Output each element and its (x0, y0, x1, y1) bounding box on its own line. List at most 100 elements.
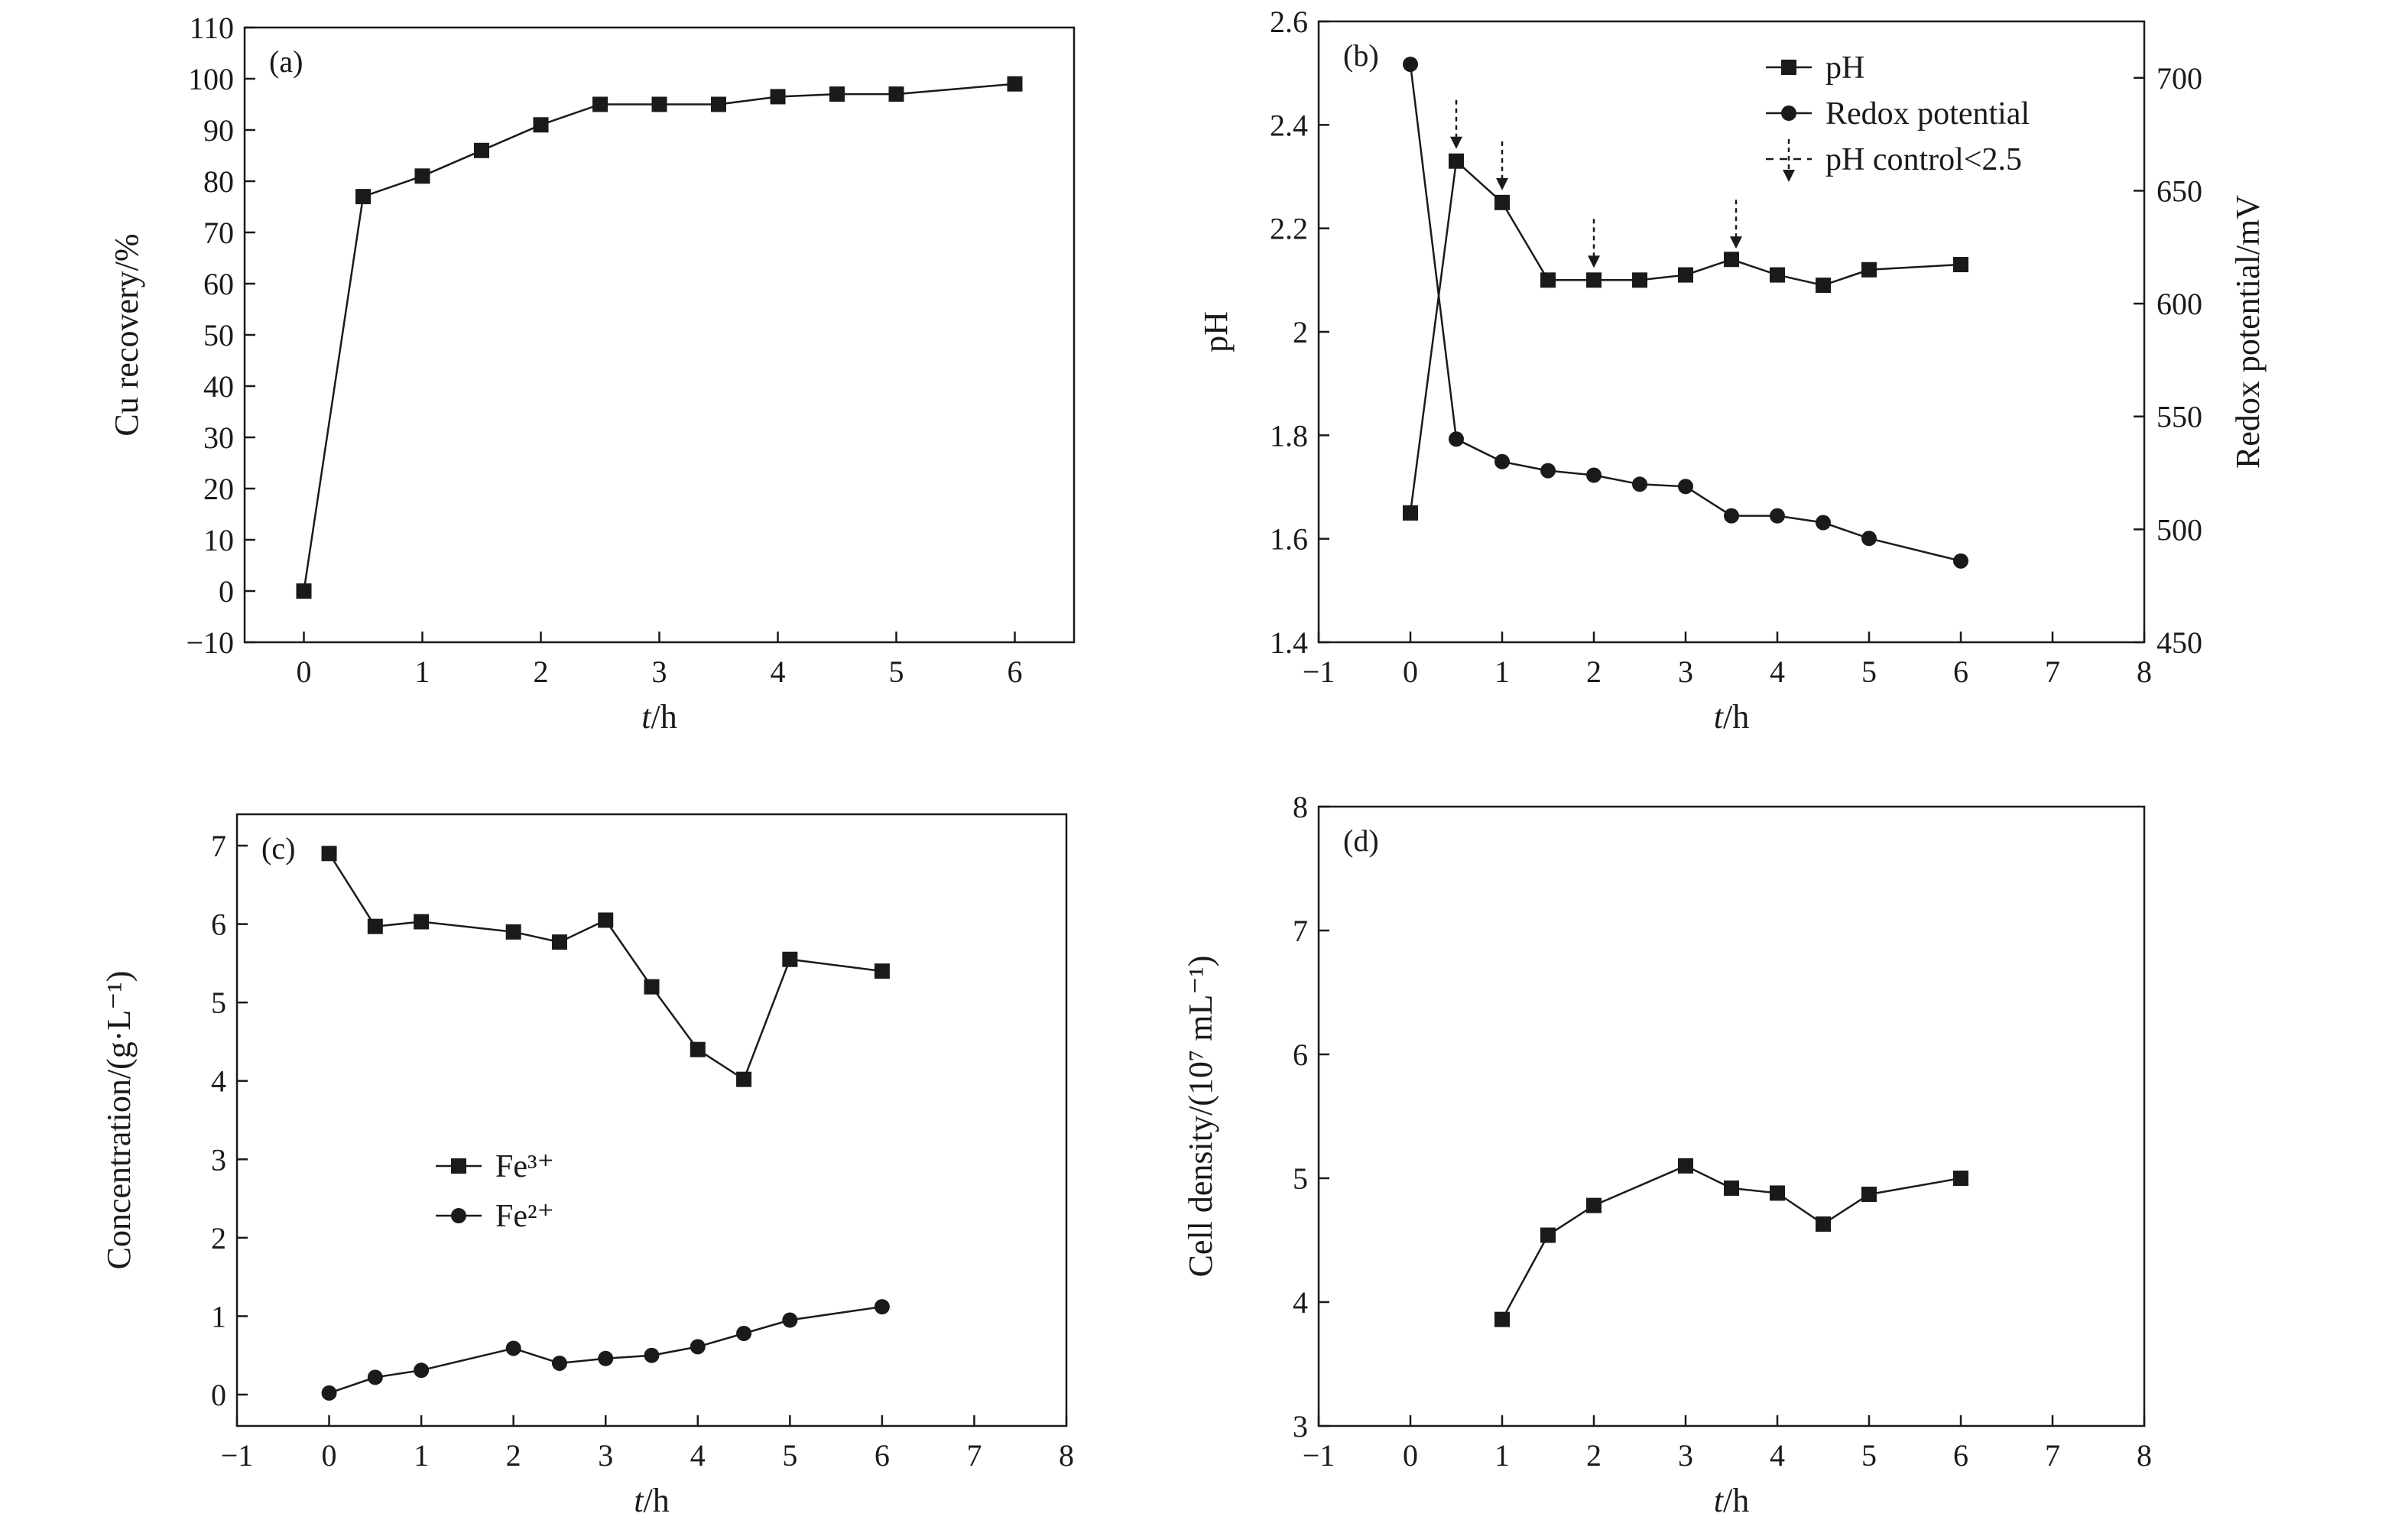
x-tick-label: 1 (415, 654, 430, 689)
y-axis-label: pH (1197, 311, 1235, 352)
series-1 (296, 76, 1023, 599)
y-tick-label: 90 (203, 113, 234, 148)
y2-tick-label: 600 (2156, 287, 2202, 321)
y-tick-label: 100 (188, 62, 234, 96)
data-point (1007, 76, 1023, 92)
x-tick-label: 6 (875, 1438, 890, 1473)
y-tick-label: 50 (203, 318, 234, 352)
x-tick-label: 4 (771, 654, 786, 689)
data-point (1494, 453, 1510, 469)
y-axis-label: Cu recovery/% (108, 233, 145, 436)
y-axis-label: Concentration/(g·L⁻¹) (100, 971, 138, 1270)
legend-marker (451, 1208, 466, 1223)
data-point (1540, 1227, 1556, 1243)
legend-marker (451, 1158, 466, 1174)
x-tick-label: 4 (690, 1438, 706, 1473)
legend-arrowhead (1783, 170, 1795, 182)
panel-label: (b) (1343, 38, 1379, 73)
x-tick-label: 3 (652, 654, 667, 689)
x-tick-label: 4 (1770, 1438, 1785, 1473)
data-point (1632, 476, 1647, 492)
y-tick-label: 6 (211, 908, 226, 942)
data-point (770, 89, 786, 105)
data-point (355, 189, 371, 205)
data-point (1678, 479, 1693, 495)
x-tick-label: 1 (1494, 654, 1510, 689)
x-tick-label: 5 (782, 1438, 797, 1473)
x-tick-label: 8 (1059, 1438, 1074, 1473)
data-point (551, 1355, 567, 1371)
y-tick-label: 3 (1293, 1409, 1308, 1444)
ph-control-arrowhead (1588, 255, 1600, 268)
x-tick-label: 2 (1586, 654, 1602, 689)
data-point (1861, 261, 1877, 278)
data-point (1494, 1311, 1510, 1327)
series-2 (321, 1299, 890, 1401)
series-line (303, 83, 1015, 592)
y-tick-label: 30 (203, 421, 234, 455)
x-tick-label: 2 (506, 1438, 521, 1473)
x-tick-label: 6 (1008, 654, 1023, 689)
x-tick-label: 8 (2137, 1438, 2152, 1473)
data-point (1953, 1171, 1968, 1186)
data-point (1586, 1197, 1602, 1213)
y-tick-label: 10 (203, 523, 234, 557)
y-tick-label: 60 (203, 267, 234, 301)
x-tick-label: 2 (1586, 1438, 1602, 1473)
data-point (414, 168, 430, 184)
y-tick-label: 5 (211, 986, 226, 1020)
x-tick-label: −1 (1303, 1438, 1335, 1473)
y-tick-label: 110 (189, 11, 234, 45)
y-tick-label: 2.4 (1270, 108, 1308, 142)
plot-frame (235, 813, 1068, 1427)
series-line (1409, 63, 1962, 562)
x-tick-label: 4 (1770, 654, 1785, 689)
x-tick-label: 7 (2045, 1438, 2060, 1473)
y-tick-label: 8 (1293, 790, 1308, 824)
x-tick-label: 7 (2045, 654, 2060, 689)
data-point (1953, 257, 1968, 273)
data-point (414, 1362, 430, 1379)
x-tick-label: −1 (1303, 654, 1335, 689)
ph-control-arrowhead (1730, 236, 1742, 249)
x-tick-label: 1 (1494, 1438, 1510, 1473)
data-point (1586, 272, 1602, 288)
y-tick-label: 1.4 (1270, 625, 1308, 660)
data-point (1724, 1180, 1739, 1196)
panel-d: −1 0 1 2 3 4 5 6 7 8 3 4 5 6 7 8 t/h Cell density/(10⁷ mL… (1182, 790, 2152, 1519)
series-1 (1494, 1158, 1968, 1327)
series-line (328, 853, 883, 1081)
x-tick-label: 7 (966, 1438, 982, 1473)
y-tick-label: 1.6 (1270, 522, 1308, 557)
panel-label: (c) (261, 831, 295, 866)
data-point (874, 1299, 890, 1315)
plot-frame (243, 26, 1076, 644)
y2-tick-label: 500 (2156, 512, 2202, 547)
data-point (651, 96, 667, 112)
y-tick-label: 2.2 (1270, 212, 1308, 246)
data-point (690, 1339, 706, 1355)
x-tick-label: 3 (1678, 1438, 1693, 1473)
data-point (1449, 431, 1464, 447)
x-axis-label: t/h (634, 1482, 669, 1519)
data-point (367, 1369, 383, 1385)
data-point (888, 86, 904, 102)
data-point (321, 846, 337, 862)
data-point (1861, 1187, 1877, 1203)
x-tick-label: −1 (221, 1438, 254, 1473)
legend-item: Fe²⁺ (436, 1199, 554, 1234)
x-tick-label: 6 (1953, 654, 1968, 689)
x-tick-label: 0 (322, 1438, 337, 1473)
data-point (782, 1312, 798, 1328)
data-point (1770, 1185, 1785, 1201)
data-point (1540, 463, 1556, 479)
y-tick-label: 7 (1293, 914, 1308, 948)
x-tick-label: 3 (598, 1438, 613, 1473)
y2-tick-label: 450 (2156, 625, 2202, 660)
data-point (1770, 267, 1785, 283)
series-2 (1403, 57, 1968, 569)
series-line (329, 1305, 883, 1395)
legend-marker (1781, 60, 1796, 75)
y-tick-label: 3 (211, 1142, 226, 1177)
y-tick-label: 80 (203, 164, 234, 199)
